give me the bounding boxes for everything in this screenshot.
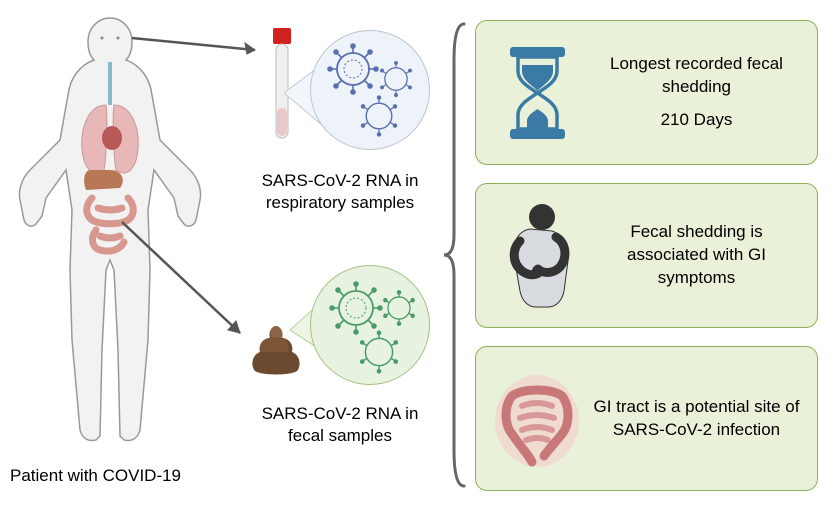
info-card-shedding-duration: Longest recorded fecal shedding 210 Days xyxy=(475,20,818,165)
diagram-container: Patient with COVID-19 SARS-CoV-2 RNA in … xyxy=(0,0,833,511)
fecal-caption: SARS-CoV-2 RNA in fecal samples xyxy=(250,403,430,447)
arrow-respiratory xyxy=(130,30,270,60)
left-panel: Patient with COVID-19 SARS-CoV-2 RNA in … xyxy=(0,0,450,511)
info-card-gi-symptoms: Fecal shedding is associated with GI sym… xyxy=(475,183,818,328)
arrow-fecal xyxy=(120,218,260,348)
virus-fecal-icon xyxy=(311,266,431,386)
right-panel: Longest recorded fecal shedding 210 Days… xyxy=(450,0,833,511)
card-1-line2: 210 Days xyxy=(592,109,801,132)
gi-tract-icon xyxy=(492,364,582,474)
info-card-gi-infection: GI tract is a potential site of SARS-CoV… xyxy=(475,346,818,491)
curly-bracket-icon xyxy=(440,20,470,490)
virus-respiratory-icon xyxy=(311,31,431,151)
card-2-line1: Fecal shedding is associated with GI sym… xyxy=(627,222,766,287)
zoom-circle-respiratory xyxy=(310,30,430,150)
card-1-line1: Longest recorded fecal shedding xyxy=(610,54,783,96)
hourglass-icon xyxy=(492,38,582,148)
patient-caption: Patient with COVID-19 xyxy=(10,465,230,487)
card-text-2: Fecal shedding is associated with GI sym… xyxy=(582,221,801,290)
card-text-1: Longest recorded fecal shedding 210 Days xyxy=(582,53,801,132)
respiratory-caption: SARS-CoV-2 RNA in respiratory samples xyxy=(250,170,430,214)
card-3-line1: GI tract is a potential site of SARS-CoV… xyxy=(594,397,800,439)
card-text-3: GI tract is a potential site of SARS-CoV… xyxy=(582,396,801,442)
person-stomach-pain-icon xyxy=(492,201,582,311)
zoom-circle-fecal xyxy=(310,265,430,385)
